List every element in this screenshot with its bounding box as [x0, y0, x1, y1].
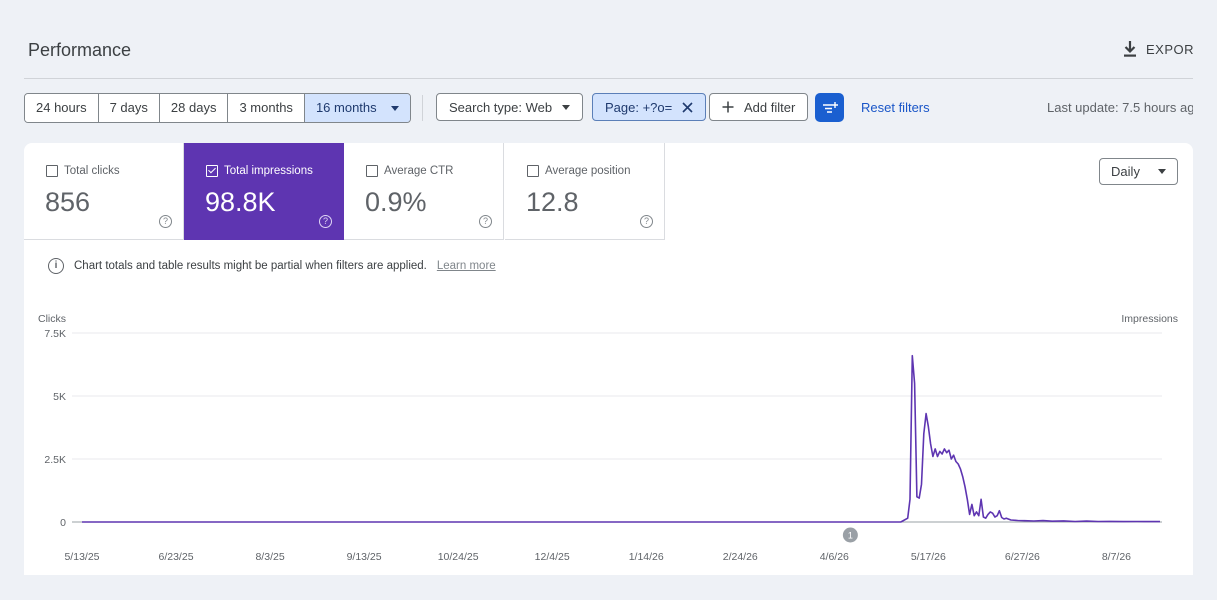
- x-tick-label: 5/17/26: [911, 551, 946, 563]
- help-icon[interactable]: ?: [159, 215, 172, 228]
- range-16-months[interactable]: 16 months: [304, 94, 410, 122]
- page-title: Performance: [28, 40, 132, 60]
- metric-label: Total impressions: [224, 165, 313, 177]
- x-tick-label: 8/3/25: [255, 551, 284, 563]
- notice-text: Chart totals and table results might be …: [74, 260, 427, 272]
- last-update-text: Last update: 7.5 hours ago: [1047, 100, 1193, 115]
- metric-average-ctr[interactable]: Average CTR 0.9% ?: [344, 143, 504, 240]
- x-tick-label: 1/14/26: [629, 551, 664, 563]
- add-filter-label: Add filter: [744, 99, 796, 115]
- metric-average-position[interactable]: Average position 12.8 ?: [505, 143, 665, 240]
- help-icon[interactable]: ?: [319, 215, 332, 228]
- header-divider: [24, 78, 1193, 79]
- metric-label: Average position: [545, 165, 631, 177]
- chevron-down-icon: [1157, 169, 1166, 174]
- export-button[interactable]: EXPORT: [1122, 40, 1194, 58]
- x-tick-label: 6/27/26: [1005, 551, 1040, 563]
- info-icon: i: [48, 258, 64, 274]
- annotation-label: 1: [848, 531, 853, 541]
- y-tick-label: 0: [60, 517, 66, 529]
- metric-total-impressions[interactable]: Total impressions 98.8K ?: [184, 143, 344, 240]
- x-tick-label: 2/24/26: [723, 551, 758, 563]
- plus-icon: [722, 101, 734, 113]
- y-tick-label: 7.5K: [44, 328, 66, 340]
- x-tick-label: 9/13/25: [347, 551, 382, 563]
- metric-value: 0.9%: [365, 187, 427, 217]
- x-tick-label: 6/23/25: [159, 551, 194, 563]
- y-tick-label: 5K: [53, 391, 66, 403]
- granularity-select[interactable]: Daily: [1099, 158, 1178, 185]
- x-tick-label: 4/6/26: [820, 551, 849, 563]
- search-type-label: Search type: Web: [449, 99, 553, 115]
- range-7-days[interactable]: 7 days: [98, 94, 160, 122]
- granularity-label: Daily: [1111, 164, 1140, 179]
- filter-list-icon: [822, 101, 838, 113]
- checkbox-checked-icon[interactable]: [206, 165, 218, 177]
- learn-more-link[interactable]: Learn more: [436, 260, 496, 272]
- range-16-months-label: 16 months: [315, 100, 377, 115]
- y-tick-label: 2.5K: [44, 454, 66, 466]
- metric-label: Average CTR: [384, 165, 454, 177]
- reset-filters-link[interactable]: Reset filters: [861, 100, 930, 115]
- metric-value: 98.8K: [205, 187, 276, 217]
- partial-data-notice: i Chart totals and table results might b…: [48, 258, 496, 274]
- help-icon[interactable]: ?: [479, 215, 492, 228]
- annotation-marker: [842, 527, 858, 543]
- checkbox-icon[interactable]: [527, 165, 539, 177]
- y-axis-label-left: Clicks: [38, 313, 66, 325]
- chevron-down-icon: [390, 105, 399, 111]
- page-filter-label: Page: +?o=: [605, 99, 673, 115]
- date-range-selector: 24 hours 7 days 28 days 3 months 16 mont…: [24, 93, 411, 123]
- x-tick-label: 8/7/26: [1102, 551, 1131, 563]
- metric-value: 856: [45, 187, 91, 217]
- filter-settings-button[interactable]: [815, 93, 844, 122]
- range-28-days[interactable]: 28 days: [159, 94, 229, 122]
- range-24-hours[interactable]: 24 hours: [25, 94, 99, 122]
- y-axis-label-right: Impressions: [1121, 313, 1178, 325]
- metric-value: 12.8: [526, 187, 579, 217]
- x-tick-label: 5/13/25: [64, 551, 99, 563]
- metric-total-clicks[interactable]: Total clicks 856 ?: [24, 143, 184, 240]
- performance-card: Total clicks 856 ? Total impressions 98.…: [24, 143, 1193, 575]
- impressions-series-line: [82, 354, 1160, 523]
- x-tick-label: 10/24/25: [438, 551, 479, 563]
- toolbar-divider: [422, 95, 423, 121]
- checkbox-icon[interactable]: [46, 165, 58, 177]
- checkbox-icon[interactable]: [366, 165, 378, 177]
- x-tick-label: 12/4/25: [535, 551, 570, 563]
- page-filter-chip[interactable]: Page: +?o=: [592, 93, 707, 121]
- search-type-filter[interactable]: Search type: Web: [436, 93, 584, 121]
- range-3-months[interactable]: 3 months: [228, 94, 305, 122]
- chevron-down-icon: [562, 104, 571, 110]
- download-icon: [1124, 41, 1136, 57]
- performance-chart: Clicks Impressions 0 2.5K 5K 7.5K 5/13/25 6/23/…: [38, 313, 1178, 563]
- add-filter-button[interactable]: Add filter: [709, 93, 809, 121]
- help-icon[interactable]: ?: [640, 215, 653, 228]
- close-icon[interactable]: [682, 101, 693, 113]
- metric-label: Total clicks: [64, 165, 120, 177]
- export-label: EXPORT: [1146, 41, 1194, 57]
